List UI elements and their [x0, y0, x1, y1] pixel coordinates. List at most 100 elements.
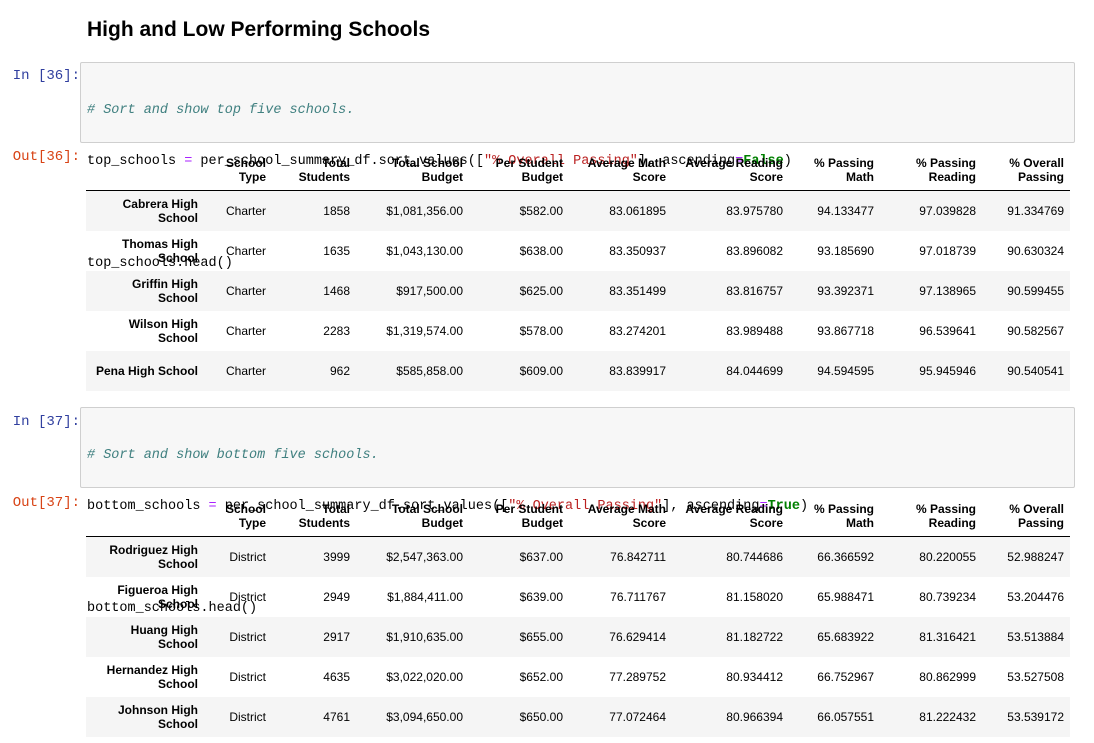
table-cell: 53.204476 — [1007, 589, 1064, 604]
section-heading: High and Low Performing Schools — [87, 18, 431, 41]
table-cell: 80.744686 — [726, 549, 783, 564]
table-cell: 2949 — [323, 589, 350, 604]
table-row: Johnson High School District 4761 $3,094,65… — [86, 696, 1070, 737]
table-cell: 93.185690 — [817, 243, 874, 258]
table-cell: 83.896082 — [726, 243, 783, 258]
table-cell: 91.334769 — [1007, 203, 1064, 218]
table-cell: 83.350937 — [609, 243, 666, 258]
table-cell: 53.513884 — [1007, 629, 1064, 644]
table-cell: 53.527508 — [1007, 669, 1064, 684]
column-header: % Overall Passing — [982, 148, 1070, 191]
table-cell: 1635 — [323, 243, 350, 258]
column-header: % Passing Math — [789, 148, 880, 191]
table-cell: 66.057551 — [817, 709, 874, 724]
code-cell-bottom-schools[interactable]: # Sort and show bottom five schools. bot… — [80, 407, 1075, 616]
table-cell: 81.222432 — [919, 709, 976, 724]
column-header: % Passing Reading — [880, 494, 982, 537]
table-cell: 1468 — [323, 283, 350, 298]
table-cell: District — [229, 709, 266, 724]
table-cell: Charter — [225, 283, 266, 298]
column-header: Total School Budget — [356, 148, 469, 191]
column-header: % Passing Reading — [880, 148, 982, 191]
table-cell: $639.00 — [519, 589, 563, 604]
table-cell: $625.00 — [519, 283, 563, 298]
row-index-label: Cabrera High School — [122, 196, 198, 225]
table-cell: 90.540541 — [1007, 363, 1064, 378]
output-prompt: Out[36]: — [12, 149, 80, 165]
table-cell: Charter — [225, 363, 266, 378]
table-cell: 90.630324 — [1007, 243, 1064, 258]
table-cell: 4635 — [323, 669, 350, 684]
output-prompt: Out[37]: — [12, 495, 80, 511]
table-cell: 80.934412 — [726, 669, 783, 684]
table-cell: 80.966394 — [726, 709, 783, 724]
table-cell: 83.274201 — [609, 323, 666, 338]
code-comment: # Sort and show bottom five schools. — [87, 448, 379, 463]
table-cell: 97.138965 — [919, 283, 976, 298]
table-cell: $652.00 — [519, 669, 563, 684]
table-cell: 2283 — [323, 323, 350, 338]
table-row: Cabrera High School Charter 1858 $1,081,356… — [86, 190, 1070, 231]
index-header — [86, 494, 204, 537]
table-cell: 81.316421 — [919, 629, 976, 644]
table-cell: $1,910,635.00 — [386, 629, 463, 644]
table-cell: 80.862999 — [919, 669, 976, 684]
table-cell: District — [229, 549, 266, 564]
table-cell: District — [229, 669, 266, 684]
top-schools-table: School Type Total Students Total School Bu… — [86, 148, 1070, 391]
table-cell: 80.739234 — [919, 589, 976, 604]
table-cell: Charter — [225, 203, 266, 218]
table-row: Huang High School District 2917 $1,910,635.… — [86, 616, 1070, 657]
column-header: School Type — [204, 494, 272, 537]
column-header: Total Students — [272, 494, 356, 537]
table-cell: 962 — [329, 363, 350, 378]
table-cell: 66.752967 — [817, 669, 874, 684]
table-cell: 4761 — [323, 709, 350, 724]
table-cell: 84.044699 — [726, 363, 783, 378]
column-header: Per Student Budget — [469, 494, 569, 537]
table-cell: $1,081,356.00 — [386, 203, 463, 218]
column-header: Average Math Score — [569, 494, 672, 537]
table-row: Griffin High School Charter 1468 $917,500.0… — [86, 270, 1070, 311]
column-header: School Type — [204, 148, 272, 191]
row-index-label: Huang High School — [130, 622, 198, 651]
table-cell: $3,094,650.00 — [386, 709, 463, 724]
table-cell: 81.182722 — [726, 629, 783, 644]
table-cell: 65.683922 — [817, 629, 874, 644]
table-cell: 83.839917 — [609, 363, 666, 378]
table-row: Rodriguez High School District 3999 $2,547,… — [86, 536, 1070, 577]
table-cell: 77.072464 — [609, 709, 666, 724]
code-head-call: top_schools.head() — [87, 256, 233, 271]
code-head-call: bottom_schools.head() — [87, 601, 258, 616]
code-cell-top-schools[interactable]: # Sort and show top five schools. top_sc… — [80, 62, 1075, 271]
table-cell: $585,858.00 — [396, 363, 463, 378]
index-header — [86, 148, 204, 191]
table-cell: 3999 — [323, 549, 350, 564]
table-cell: District — [229, 629, 266, 644]
table-cell: 76.711767 — [610, 589, 666, 604]
row-index-label: Pena High School — [95, 363, 198, 378]
row-index-label: Johnson High School — [118, 702, 198, 731]
table-cell: 76.629414 — [609, 629, 666, 644]
table-row: Thomas High School Charter 1635 $1,043,130.… — [86, 231, 1070, 271]
table-cell: 83.061895 — [609, 203, 666, 218]
table-cell: $578.00 — [519, 323, 563, 338]
table-cell: 94.133477 — [817, 203, 874, 218]
table-cell: $638.00 — [519, 243, 563, 258]
table-row: Hernandez High School District 4635 $3,022,… — [86, 657, 1070, 697]
row-index-label: Thomas High School — [121, 236, 198, 265]
table-cell: 97.039828 — [919, 203, 976, 218]
column-header: Per Student Budget — [469, 148, 569, 191]
table-row: Figueroa High School District 2949 $1,884,4… — [86, 577, 1070, 617]
table-cell: 80.220055 — [919, 549, 976, 564]
row-index-label: Figueroa High School — [117, 582, 198, 611]
table-cell: 2917 — [323, 629, 350, 644]
table-cell: 53.539172 — [1007, 709, 1064, 724]
table-cell: $3,022,020.00 — [386, 669, 463, 684]
table-cell: $1,043,130.00 — [386, 243, 463, 258]
table-cell: 76.842711 — [610, 549, 666, 564]
table-cell: 83.989488 — [726, 323, 783, 338]
table-row: Wilson High School Charter 2283 $1,319,574.… — [86, 311, 1070, 351]
table-cell: $1,884,411.00 — [387, 589, 463, 604]
input-prompt: In [37]: — [12, 414, 80, 430]
